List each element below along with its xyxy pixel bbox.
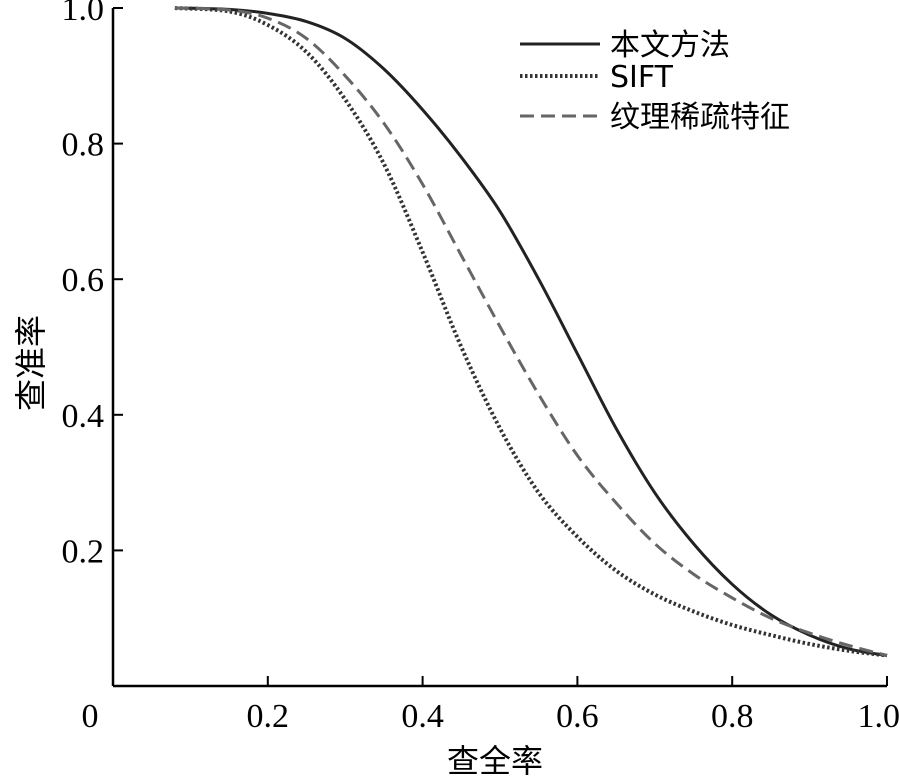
series-line-3 (174, 6, 888, 657)
x-tick-label: 0.6 (556, 698, 599, 735)
y-tick-label: 1.0 (62, 0, 105, 28)
y-tick-label: 0.4 (62, 398, 105, 435)
series-line-1 (174, 6, 888, 657)
y-tick-label: 0.8 (62, 127, 105, 164)
series-line-2 (174, 6, 888, 658)
legend-label-3: 纹理稀疏特征 (610, 100, 790, 135)
plot-area (174, 6, 888, 658)
x-tick-label: 0.2 (247, 698, 290, 735)
legend-label-2: SIFT (610, 60, 674, 95)
y-tick-label: 0.6 (62, 262, 105, 299)
y-tick-label: 0.2 (62, 533, 105, 570)
x-axis-title: 查全率 (447, 742, 543, 780)
x-tick-label: 0 (82, 698, 99, 735)
y-axis-title: 查准率 (12, 315, 50, 411)
axes (111, 7, 888, 688)
tick-labels: 0 0.2 0.4 0.6 0.8 1.0 0.2 0.4 0.6 0.8 1.0 (62, 0, 900, 735)
legend-label-1: 本文方法 (610, 28, 730, 63)
x-tick-label: 1.0 (858, 698, 900, 735)
x-tick-label: 0.8 (711, 698, 754, 735)
x-tick-label: 0.4 (401, 698, 444, 735)
